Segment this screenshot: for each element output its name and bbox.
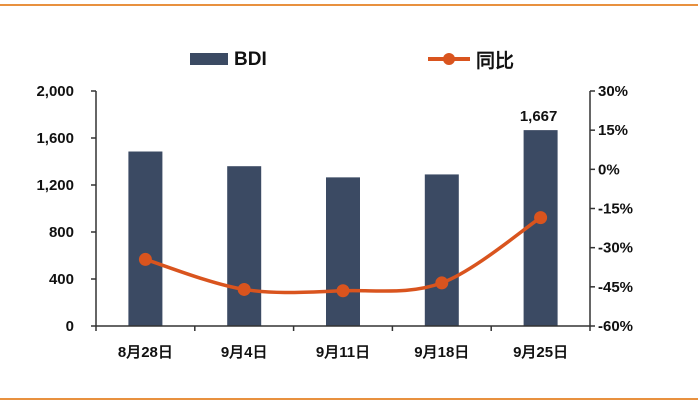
yoy-point-2 [237,282,251,296]
legend-bdi-swatch [190,53,228,65]
legend-yoy-marker [443,53,455,65]
bar-1 [128,151,163,326]
right-tick-label-4: 0% [598,161,620,178]
yoy-point-1 [138,252,152,266]
x-tick-label-3: 9月11日 [316,344,370,361]
left-tick-label-0: 0 [66,318,74,335]
left-tick-label-5: 2,000 [36,83,74,100]
x-tick-label-5: 9月25日 [513,344,568,361]
bar-2 [227,166,262,326]
left-tick-label-2: 800 [49,224,74,241]
yoy-point-4 [435,276,449,290]
right-tick-label-6: 30% [598,83,628,100]
right-tick-label-3: -15% [598,201,633,218]
right-tick-label-2: -30% [598,240,633,257]
bar-3 [326,177,360,326]
x-tick-label-2: 9月4日 [221,344,268,361]
line-series [138,211,548,298]
legend-yoy-label: 同比 [476,50,514,72]
bar-4 [424,174,459,326]
bottom-accent-rule [0,398,698,400]
x-tick-label-1: 8月28日 [118,344,173,361]
yoy-point-3 [336,284,350,298]
legend: BDI 同比 [190,49,514,72]
bar-data-label-5: 1,667 [520,108,558,125]
data-labels: 1,667 [520,108,558,125]
legend-bdi-label: BDI [234,49,267,70]
yoy-point-5 [534,211,548,225]
axes: 0 400 800 1,200 1,600 2,000 -60% -45% -30% -15% 0%… [36,83,633,361]
left-tick-label-3: 1,200 [36,177,74,194]
top-accent-rule [0,4,698,6]
right-tick-label-0: -60% [598,318,633,335]
left-tick-label-1: 400 [49,271,74,288]
bar-series [128,130,558,326]
right-tick-label-1: -45% [598,279,633,296]
x-tick-label-4: 9月18日 [414,344,469,361]
bar-5 [523,130,558,326]
left-tick-label-4: 1,600 [36,130,74,147]
right-tick-label-5: 15% [598,122,628,139]
